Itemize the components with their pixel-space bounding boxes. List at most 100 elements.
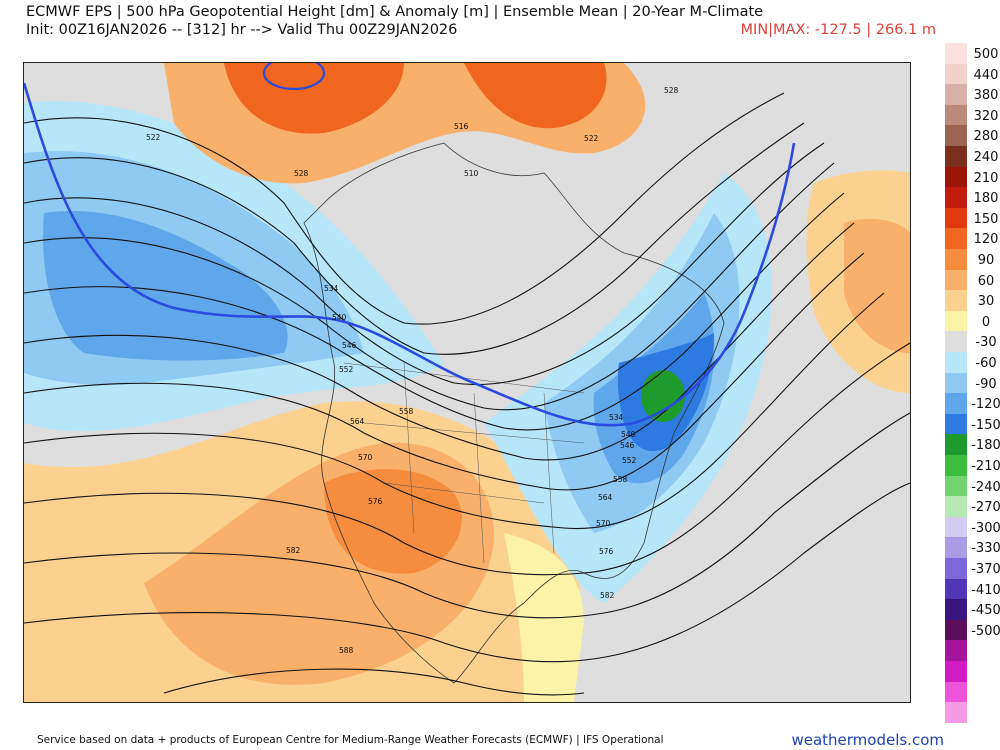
- legend-swatch: [945, 104, 967, 126]
- legend-swatch: [945, 496, 967, 518]
- contour-540-highlight: [24, 82, 796, 427]
- legend-label: 440: [973, 67, 999, 83]
- legend-label: 500: [973, 47, 999, 62]
- legend-swatch: [945, 63, 967, 85]
- legend-label: -300: [971, 520, 1000, 536]
- legend-label: -180: [971, 438, 1000, 454]
- contour-labels: 522 528 534 540 546 552 558 564 570 576 …: [146, 86, 679, 655]
- legend-label: -450: [971, 603, 1000, 619]
- height-contours: [24, 92, 910, 696]
- contour-label: 528: [294, 169, 309, 178]
- legend-swatch: [945, 661, 967, 683]
- min-max-readout: MIN|MAX: -127.5 | 266.1 m: [740, 22, 936, 38]
- legend-label: -90: [975, 376, 997, 392]
- legend-swatch: [945, 269, 967, 291]
- legend-label: 180: [973, 191, 999, 207]
- legend-swatch: [945, 125, 967, 147]
- legend-label: 280: [973, 129, 999, 145]
- contour-label: 570: [596, 519, 611, 528]
- contour-label: 576: [368, 497, 383, 506]
- coastline-north-america: [303, 142, 725, 684]
- contour-label: 546: [342, 341, 357, 350]
- contour-label: 570: [358, 453, 373, 462]
- legend-swatch: [945, 43, 967, 65]
- legend-label: -60: [975, 356, 997, 371]
- legend-swatch: [945, 146, 967, 168]
- contour-label: 564: [350, 417, 365, 426]
- legend-swatch: [945, 166, 967, 188]
- legend-swatch: [945, 393, 967, 415]
- anomaly-min-green: [641, 370, 685, 422]
- legend-label: 320: [973, 108, 999, 124]
- map-panel[interactable]: 522 528 534 540 546 552 558 564 570 576 …: [23, 62, 911, 703]
- contour-label: 582: [286, 546, 301, 555]
- legend-label: 380: [973, 88, 999, 104]
- legend-swatch: [945, 84, 967, 106]
- chart-title: ECMWF EPS | 500 hPa Geopotential Height …: [26, 4, 764, 20]
- legend-swatch: [945, 434, 967, 456]
- anomaly-cold-pacific-core: [43, 211, 288, 361]
- contour-label: 552: [339, 365, 354, 374]
- legend-swatch: [945, 558, 967, 580]
- contour-label: 552: [622, 456, 637, 465]
- legend-swatch: [945, 352, 967, 374]
- legend-label: -30: [975, 335, 997, 351]
- legend-swatch: [945, 619, 967, 641]
- contour-label: 558: [399, 407, 414, 416]
- legend-swatch: [945, 702, 967, 724]
- legend-label: -150: [971, 417, 1000, 433]
- legend-label: 150: [973, 211, 999, 227]
- legend-swatch: [945, 516, 967, 538]
- legend-swatch: [945, 207, 967, 229]
- legend-label: -370: [971, 562, 1000, 577]
- legend-swatch: [945, 187, 967, 209]
- contour-label: 576: [599, 547, 614, 556]
- legend-swatch: [945, 310, 967, 332]
- legend-label: -120: [971, 397, 1000, 413]
- contour-label: 558: [613, 475, 628, 484]
- contour-label: 534: [609, 413, 624, 422]
- legend-swatch: [945, 413, 967, 435]
- anomaly-warm-atlantic-core: [844, 218, 910, 353]
- legend-swatch: [945, 537, 967, 559]
- legend-swatch: [945, 681, 967, 703]
- anomaly-orange-core: [324, 469, 462, 574]
- contour-label: 564: [598, 493, 613, 502]
- legend-swatch: [945, 578, 967, 600]
- contour-label: 588: [339, 646, 354, 655]
- legend-swatch: [945, 249, 967, 271]
- legend-label: -330: [971, 541, 1000, 557]
- legend-label: 30: [977, 294, 995, 310]
- data-credit: Service based on data + products of Euro…: [37, 734, 664, 746]
- legend-label: 240: [973, 150, 999, 165]
- legend-label: 120: [973, 232, 999, 248]
- contour-label: 534: [324, 284, 339, 293]
- legend-label: -500: [971, 623, 1000, 639]
- chart-subtitle: Init: 00Z16JAN2026 -- [312] hr --> Valid…: [26, 22, 458, 38]
- contour-label: 522: [146, 133, 161, 142]
- legend-swatch: [945, 290, 967, 312]
- contour-label: 522: [584, 134, 599, 143]
- contour-label: 582: [600, 591, 615, 600]
- legend-swatch: [945, 331, 967, 353]
- legend-label: 0: [981, 314, 991, 330]
- legend-swatch: [945, 228, 967, 250]
- legend-label: -270: [971, 500, 1000, 516]
- arctic-low-contour: [262, 63, 326, 91]
- contour-label: 510: [464, 169, 479, 178]
- legend-label: 210: [973, 170, 999, 186]
- legend-label: -210: [971, 459, 1000, 474]
- legend-label: -240: [971, 479, 1000, 495]
- legend-label: -410: [971, 582, 1000, 598]
- legend-swatch: [945, 475, 967, 497]
- legend-swatch: [945, 599, 967, 621]
- contour-label: 546: [620, 441, 635, 450]
- contour-label: 540: [332, 313, 347, 322]
- contour-label: 540: [621, 430, 636, 439]
- anomaly-warm-arctic-east: [464, 63, 607, 129]
- brand-link[interactable]: weathermodels.com: [791, 731, 944, 749]
- legend-label: 60: [977, 273, 995, 289]
- legend-swatch: [945, 372, 967, 394]
- legend-label: 90: [977, 253, 995, 268]
- legend-swatch: [945, 640, 967, 662]
